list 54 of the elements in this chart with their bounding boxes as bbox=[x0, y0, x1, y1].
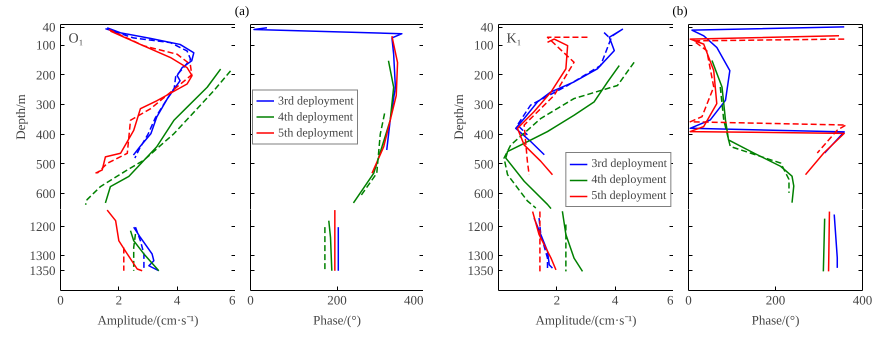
legend-label: 5th deployment bbox=[278, 125, 353, 140]
legend-label: 4th deployment bbox=[278, 109, 353, 124]
x-tick-label: 200 bbox=[766, 292, 786, 308]
y-tick-label: 100 bbox=[36, 38, 56, 53]
y-tick-label: 1200 bbox=[468, 218, 494, 234]
x-tick-label: 0 bbox=[685, 292, 692, 308]
chart-title: (b) bbox=[672, 2, 688, 20]
x-tick-label: 4 bbox=[612, 292, 619, 308]
x-tick-label: 400 bbox=[852, 292, 872, 308]
y-tick-label: 200 bbox=[474, 67, 494, 82]
x-axis-title: Phase/(°) bbox=[313, 312, 361, 328]
x-axis-title: Phase/(°) bbox=[752, 312, 800, 328]
y-tick-label: 40 bbox=[480, 20, 494, 35]
y-tick-label: 600 bbox=[474, 186, 494, 202]
x-tick-label: 400 bbox=[404, 292, 424, 308]
x-tick-label: 0 bbox=[57, 292, 64, 308]
y-tick-label: 100 bbox=[474, 38, 494, 53]
line-series bbox=[532, 210, 557, 271]
line-series bbox=[106, 210, 143, 272]
x-tick-label: 4 bbox=[174, 292, 181, 308]
y-tick-label: 1300 bbox=[30, 248, 56, 264]
y-tick-label: 300 bbox=[36, 97, 56, 112]
y-tick-label: 400 bbox=[36, 126, 56, 142]
x-tick-label: 200 bbox=[327, 292, 347, 308]
x-tick-label: 2 bbox=[116, 292, 122, 308]
y-tick-label: 400 bbox=[474, 126, 494, 142]
y-tick-label: 200 bbox=[36, 67, 56, 82]
chart-title: (a) bbox=[234, 2, 250, 20]
y-tick-label: 40 bbox=[42, 20, 56, 35]
y-tick-label: 300 bbox=[474, 97, 494, 112]
x-axis-title: Amplitude/(cm·s⁻¹) bbox=[535, 312, 637, 328]
y-tick-label: 1200 bbox=[30, 218, 56, 234]
legend-label: 4th deployment bbox=[591, 172, 666, 187]
line-series bbox=[84, 70, 232, 206]
x-axis-title: Amplitude/(cm·s⁻¹) bbox=[97, 312, 199, 328]
line-series bbox=[562, 210, 584, 272]
x-tick-label: 6 bbox=[229, 292, 236, 308]
legend-label: 3rd deployment bbox=[591, 156, 667, 171]
y-tick-label: 1350 bbox=[468, 262, 494, 278]
x-tick-label: 0 bbox=[247, 292, 254, 308]
y-axis-title: Depth/m bbox=[451, 94, 466, 140]
y-tick-label: 600 bbox=[36, 186, 56, 202]
annotation: O₁ bbox=[68, 32, 84, 46]
y-tick-label: 500 bbox=[36, 156, 56, 172]
y-tick-label: 1350 bbox=[30, 262, 56, 278]
legend-label: 3rd deployment bbox=[278, 93, 354, 108]
legend-label: 5th deployment bbox=[591, 188, 666, 203]
x-tick-label: 6 bbox=[667, 292, 674, 308]
y-tick-label: 1300 bbox=[468, 248, 494, 264]
annotation: K₁ bbox=[506, 32, 522, 46]
y-tick-label: 500 bbox=[474, 156, 494, 172]
x-tick-label: 2 bbox=[554, 292, 560, 308]
line-series bbox=[533, 217, 554, 269]
y-axis-title: Depth/m bbox=[13, 94, 28, 140]
